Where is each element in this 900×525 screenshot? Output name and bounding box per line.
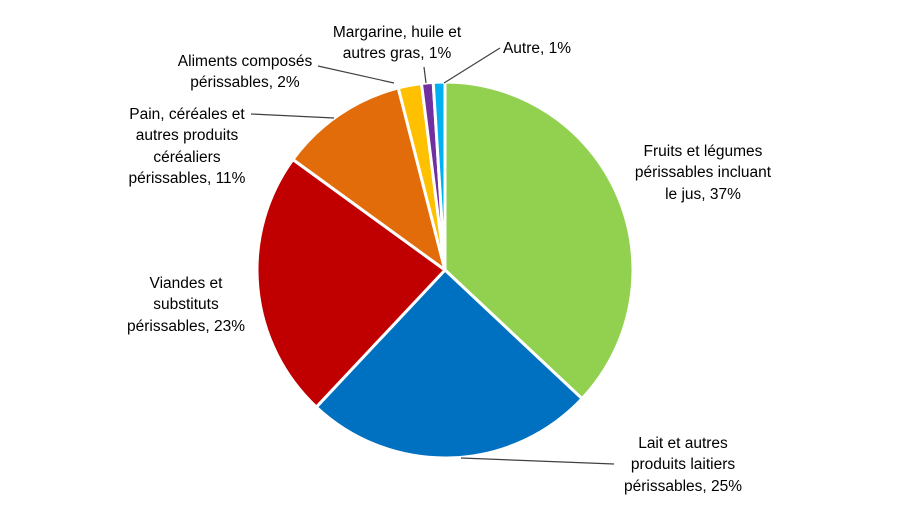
pie-slice-lait-produits-laitiers: [314, 268, 584, 460]
slice-label-pain-cereales: Pain, céréales et autres produits céréal…: [128, 106, 246, 188]
pie-slice-fruits-legumes: [443, 80, 635, 401]
pie-slices-group: [255, 80, 635, 460]
leader-line-lait: [460, 457, 615, 465]
slice-label-margarine-huile: Margarine, huile et autres gras, 1%: [332, 24, 462, 63]
leader-lines-group: [250, 47, 615, 465]
leader-line-margarine-huile: [423, 66, 427, 84]
slice-label-lait-produits-laitiers: Lait et autres produits laitiers périssa…: [623, 435, 743, 495]
slice-label-fruits-legumes: Fruits et légumes périssables incluant l…: [634, 143, 772, 203]
slice-label-autre: Autre, 1%: [502, 40, 572, 57]
slice-label-viandes-substituts: Viandes et substituts périssables, 23%: [126, 275, 246, 335]
leader-line-aliments-composes: [317, 65, 395, 84]
pie-slice-viandes-substituts: [255, 158, 447, 409]
pie-slice-pain-cereales: [291, 86, 447, 272]
slice-label-aliments-composes: Aliments composés périssables, 2%: [177, 53, 313, 92]
leader-line-pain-cereales: [250, 113, 335, 119]
leader-line-autre: [443, 47, 501, 84]
